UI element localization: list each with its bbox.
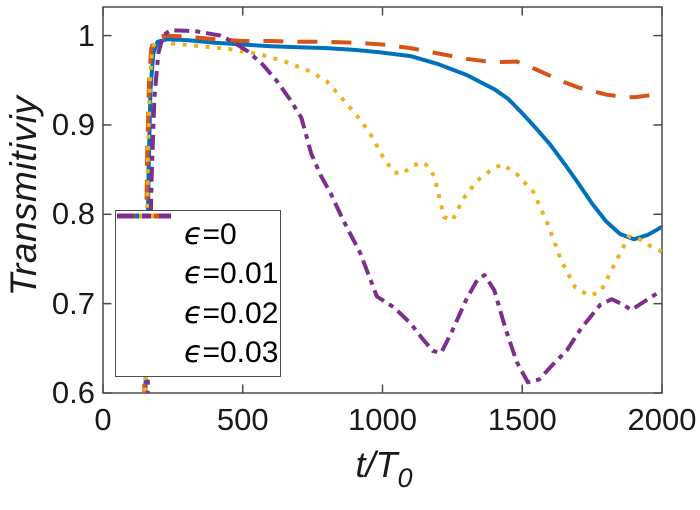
x-tick-label: 2000 — [627, 402, 697, 437]
legend-line-solid-blue — [117, 213, 180, 240]
curve-epsilon=0 — [143, 37, 662, 393]
legend: ϵ=0 ϵ=0.01 ϵ=0.02 ϵ=0.03 — [115, 210, 281, 377]
y-tick-label: 0.9 — [51, 106, 95, 142]
data-curves — [142, 28, 662, 393]
x-axis-label: t/T0 — [355, 444, 413, 493]
axis-ticks — [102, 7, 663, 394]
y-tick-label: 0.6 — [51, 375, 95, 410]
x-tick-label: 1500 — [487, 402, 557, 437]
legend-label: ϵ=0.02 — [184, 295, 279, 331]
legend-entry-eps003: ϵ=0.03 — [116, 213, 280, 372]
curve-epsilon=0.03 — [145, 28, 662, 393]
x-tick-label: 1000 — [348, 402, 417, 437]
legend-label: ϵ=0.01 — [184, 256, 279, 292]
legend-entry-eps001: ϵ=0.01 — [116, 213, 280, 293]
y-tick-label: 0.7 — [51, 285, 95, 321]
legend-entry-eps002: ϵ=0.02 — [116, 213, 280, 333]
legend-label: ϵ=0 — [184, 217, 237, 253]
legend-line-dotted-yellow — [117, 213, 180, 318]
x-tick-label: 0 — [94, 402, 112, 437]
y-tick-label: 0.8 — [51, 196, 95, 232]
legend-line-dashed-orange — [117, 213, 180, 279]
y-axis-label: Transmitiviy — [3, 95, 44, 297]
legend-label: ϵ=0.03 — [184, 334, 279, 370]
legend-line-dashdot-purple — [117, 213, 180, 357]
y-tick-label: 1 — [77, 17, 95, 53]
x-tick-label: 500 — [216, 402, 269, 437]
